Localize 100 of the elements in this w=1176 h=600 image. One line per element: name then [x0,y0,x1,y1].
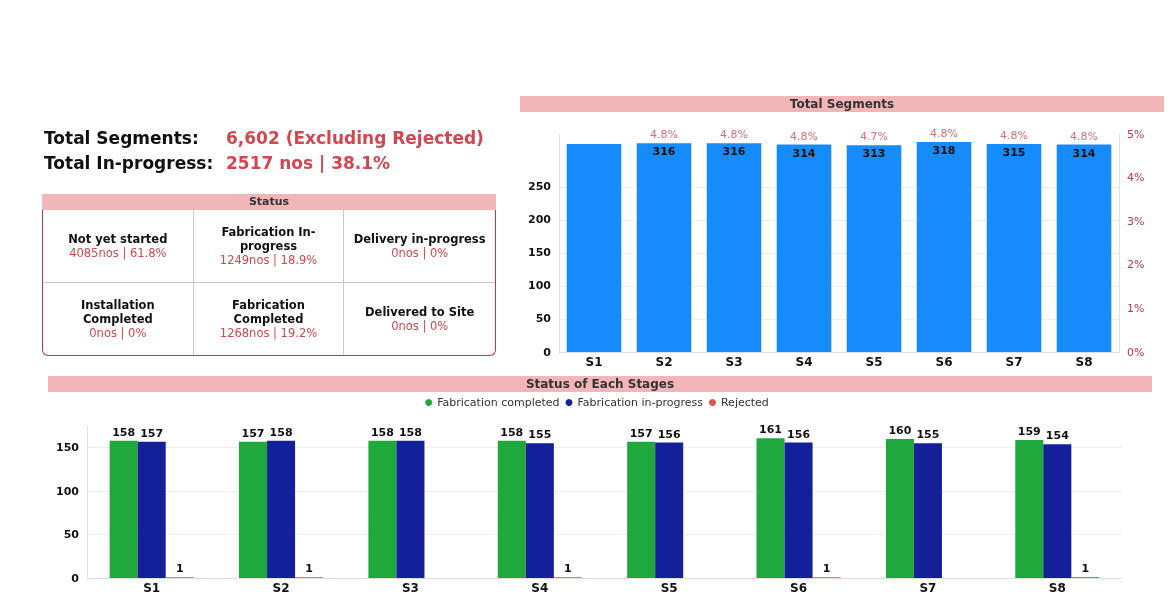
category-label: Delivery in-progress [353,232,486,246]
data-label: 1 [1081,562,1090,576]
bar [239,441,268,578]
data-label: 315 [1002,145,1026,159]
data-label: 316 [652,145,676,159]
y-tick-label: 150 [528,246,552,260]
text: 0nos | 0% [391,319,449,333]
data-label: 1 [564,562,572,576]
x-tick-label: S3 [725,355,743,369]
data-label: 158 [370,425,394,439]
data-label: 155 [528,428,552,442]
y2-tick-label: 4% [1127,171,1145,185]
category-label: Installation Completed [79,298,156,326]
data-label: 314 [792,146,816,160]
x-tick-label: S7 [1005,355,1023,369]
data-label: 159 [1017,424,1041,438]
text: 6,602 (Excluding Rejected) [226,127,484,150]
y2-tick-label: 2% [1127,258,1145,272]
data-label: 156 [657,427,682,441]
data-label: 1 [175,562,184,576]
y-tick-label: 150 [56,441,80,455]
x-tick-label: S2 [272,581,290,595]
bar [109,440,138,578]
bar [655,442,684,578]
category-label: Fabrication Completed [231,298,306,326]
text: 1268nos | 19.2% [219,326,318,340]
bar [784,442,813,578]
y-tick-label: 250 [528,180,552,194]
x-tick-label: S5 [865,355,883,369]
x-tick-label: S7 [919,581,937,595]
annotation: 4.8% [930,126,958,140]
data-label: 161 [759,423,783,437]
x-tick-label: S4 [795,355,813,369]
bar [756,438,785,578]
bar [627,441,656,578]
bar [1043,444,1072,578]
bar [137,441,166,578]
annotation: 4.8% [720,128,748,142]
bar [497,440,526,578]
annotation: 4.7% [860,130,888,144]
bar [368,440,397,578]
data-label: 158 [500,425,524,439]
text: 2517 nos | 38.1% [226,152,391,175]
x-tick-label: S2 [655,355,673,369]
y2-tick-label: 1% [1127,301,1145,315]
legend-label: Rejected [720,396,769,409]
category-label: Delivered to Site [365,305,475,319]
x-tick-label: S8 [1075,355,1093,369]
y-tick-label: 200 [528,213,552,227]
bar [1015,439,1044,578]
text: 0nos | 0% [89,326,147,340]
x-tick-label: S8 [1048,581,1066,595]
category-label: Not yet started [68,232,168,246]
data-label: 157 [629,426,653,440]
y-tick-label: 50 [535,312,552,326]
data-label: 160 [888,424,912,438]
text: 0nos | 0% [391,246,449,260]
annotation: 4.8% [650,128,678,142]
data-label: 157 [241,426,265,440]
y-tick-label: 0 [71,571,80,585]
data-label: 155 [916,428,940,442]
bar [885,439,914,578]
text: Status [42,194,496,210]
y-tick-label: 100 [528,279,552,293]
chart-title: Total Segments [520,96,1164,112]
x-tick-label: S1 [585,355,603,369]
category-label: Fabrication In-progress [220,225,317,253]
text: Total Segments: [44,127,200,150]
data-label: 154 [1045,429,1070,443]
data-label: 158 [112,425,136,439]
bar [913,443,942,578]
y-tick-label: 0 [543,345,552,359]
annotation: 4.8% [1070,129,1098,143]
x-tick-label: S4 [531,581,549,595]
text: Total In-progress: [44,152,215,175]
data-label: 158 [398,425,422,439]
bar [267,440,296,578]
data-label: 1 [822,562,831,576]
annotation: 4.8% [1000,128,1028,142]
data-label: 313 [862,147,886,161]
chart-title: Status of Each Stages [48,376,1152,392]
data-label: 157 [140,426,164,440]
legend-label: Fabrication completed [437,396,560,409]
x-tick-label: S6 [790,581,808,595]
data-label: 1 [305,562,313,576]
text: 1249nos | 18.9% [219,253,318,267]
x-tick-label: S5 [660,581,678,595]
y2-tick-label: 3% [1127,214,1145,228]
bar [396,440,425,578]
data-label: 314 [1072,146,1096,160]
y-tick-label: 100 [56,484,80,498]
y2-tick-label: 5% [1127,127,1145,141]
data-label: 156 [787,427,811,441]
annotation: 4.8% [790,129,818,143]
y-tick-label: 50 [63,528,80,542]
x-tick-label: S6 [935,355,953,369]
x-tick-label: S3 [401,581,419,595]
y2-tick-label: 0% [1127,345,1145,359]
data-label: 316 [722,145,746,159]
x-tick-label: S1 [143,581,161,595]
